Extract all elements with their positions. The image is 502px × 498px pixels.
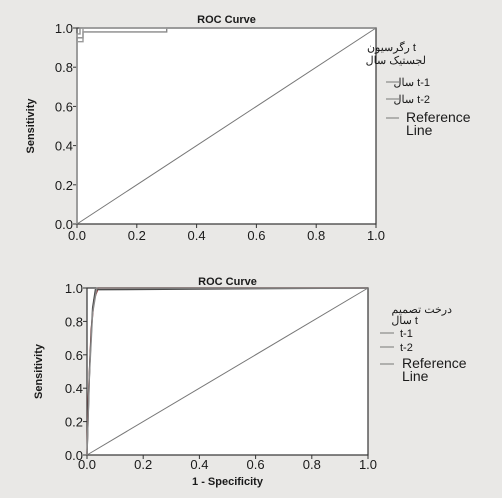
roc-chart-1-svg: ROC Curve 0.0 0.2 0.4 0.6 0.8 1.0 0.0 0.2 0.4 0.6 0…	[25, 14, 471, 243]
y-tick-label: 0.4	[65, 381, 83, 396]
x-tick-label: 0.6	[247, 457, 265, 472]
legend-entry: سال t	[391, 315, 418, 327]
legend-entry: t-1	[400, 328, 413, 340]
y-tick-label: 0.8	[55, 60, 73, 75]
series-line	[76, 27, 377, 225]
y-tick-label: 0.8	[65, 314, 83, 329]
chart-title: ROC Curve	[197, 14, 256, 26]
legend-entry: t-2	[400, 342, 413, 354]
roc-chart-2-svg: ROC Curve 0.0 0.2 0.4 0.6 0.8 1.0 0.0 0.2 0.4 0.6 0…	[33, 276, 467, 488]
legend-entry: سال t-2	[394, 94, 430, 106]
y-axis-label: Sensitivity	[33, 343, 45, 399]
y-axis-label: Sensitivity	[25, 98, 37, 154]
roc-chart-2: ROC Curve 0.0 0.2 0.4 0.6 0.8 1.0 0.0 0.2 0.4 0.6 0…	[0, 250, 502, 498]
y-tick-label: 0.6	[65, 348, 83, 363]
x-tick-label: 0.4	[188, 228, 206, 243]
x-tick-label: 1.0	[359, 457, 377, 472]
series-line	[86, 287, 369, 456]
y-tick-label: 0.2	[65, 415, 83, 430]
y-tick-label: 0.4	[55, 139, 73, 154]
x-tick-label: 1.0	[367, 228, 385, 243]
x-tick-label: 0.8	[307, 228, 325, 243]
y-tick-label: 0.6	[55, 99, 73, 114]
y-tick-label: 0.0	[65, 448, 83, 463]
series-line	[76, 27, 376, 224]
legend-entry: Reference	[406, 109, 471, 125]
x-tick-label: 0.4	[190, 457, 208, 472]
legend-entry: Line	[406, 122, 433, 138]
x-tick-label: 0.0	[68, 228, 86, 243]
x-tick-label: 0.2	[134, 457, 152, 472]
legend-entry: لجستیک سال	[366, 55, 426, 67]
y-tick-label: 1.0	[65, 281, 83, 296]
y-tick-label: 1.0	[55, 21, 73, 36]
x-tick-label: 0.2	[128, 228, 146, 243]
legend-entry: رگرسیون t	[367, 41, 416, 54]
legend-entry: Reference	[402, 355, 467, 371]
y-tick-label: 0.2	[55, 178, 73, 193]
x-tick-label: 0.0	[78, 457, 96, 472]
x-axis-label: 1 - Specificity	[192, 476, 264, 488]
x-tick-label: 0.8	[303, 457, 321, 472]
legend-entry: Line	[402, 368, 429, 384]
series-line	[86, 287, 368, 456]
x-tick-label: 0.6	[247, 228, 265, 243]
y-tick-label: 0.0	[55, 217, 73, 232]
roc-chart-1: ROC Curve 0.0 0.2 0.4 0.6 0.8 1.0 0.0 0.2 0.4 0.6 0…	[25, 14, 471, 243]
chart-title: ROC Curve	[198, 276, 257, 288]
legend-entry: سال t-1	[394, 77, 430, 89]
legend-entry: درخت تصمیم	[392, 304, 453, 316]
